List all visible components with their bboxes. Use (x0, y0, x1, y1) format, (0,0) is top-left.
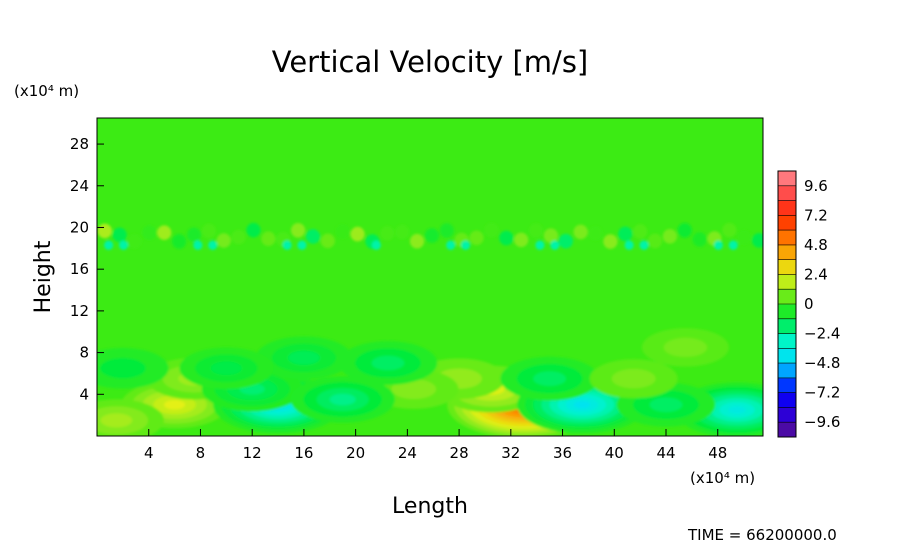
x-tick-label: 40 (605, 444, 624, 462)
x-axis-label: Length (392, 494, 468, 519)
heatmap-feature (500, 356, 599, 401)
colorbar-segment (778, 377, 796, 393)
colorbar-segment (778, 244, 796, 260)
x-axis-unit-label: (x10⁴ m) (690, 469, 755, 487)
colorbar-segment (778, 304, 796, 320)
y-tick-label: 4 (79, 385, 89, 403)
colorbar-segment (778, 274, 796, 290)
y-tick-label: 28 (70, 135, 89, 153)
colorbar-segment (778, 171, 796, 187)
colorbar-tick-label: −4.8 (804, 354, 840, 372)
heatmap-feature (641, 328, 729, 367)
colorbar-segment (778, 363, 796, 379)
colorbar-tick-label: 2.4 (804, 265, 828, 283)
colorbar-segment (778, 289, 796, 305)
colorbar-tick-label: −7.2 (804, 384, 840, 402)
colorbar-tick-label: 4.8 (804, 236, 828, 254)
heatmap-feature (97, 347, 169, 389)
time-label: TIME = 66200000.0 (687, 526, 837, 544)
colorbar-segment (778, 407, 796, 423)
colorbar-tick-label: 7.2 (804, 206, 828, 224)
chart-title: Vertical Velocity [m/s] (272, 45, 589, 79)
heatmap-feature (338, 341, 438, 385)
colorbar-tick-label: −9.6 (804, 413, 840, 431)
x-axis-ticks: 4 8 12 16 20 24 28 32 36 40 44 48 (144, 429, 727, 462)
y-axis-label: Height (31, 240, 56, 313)
x-tick-label: 44 (656, 444, 675, 462)
heatmap-feature (255, 336, 353, 380)
y-axis-ticks: 4 8 12 16 20 24 28 (70, 135, 104, 403)
heatmap-field (97, 118, 763, 436)
colorbar-segment (778, 259, 796, 275)
colorbar-segment (778, 200, 796, 216)
colorbar-segment (778, 422, 796, 438)
colorbar-segment (778, 348, 796, 364)
x-tick-label: 4 (144, 444, 154, 462)
colorbar-tick-label: 0 (804, 295, 814, 313)
x-tick-label: 8 (196, 444, 206, 462)
colorbar-segment (778, 333, 796, 349)
x-tick-label: 24 (398, 444, 417, 462)
x-tick-label: 12 (243, 444, 262, 462)
y-tick-label: 8 (79, 344, 89, 362)
plot-frame (96, 117, 764, 437)
x-tick-label: 48 (708, 444, 727, 462)
colorbar-tick-label: 9.6 (804, 177, 828, 195)
y-tick-label: 12 (70, 302, 89, 320)
y-tick-label: 24 (70, 177, 89, 195)
colorbar: 9.6 7.2 4.8 2.4 0 −2.4 −4.8 −7.2 −9.6 (777, 170, 840, 438)
x-tick-label: 20 (346, 444, 365, 462)
colorbar-segment (778, 230, 796, 246)
heatmap-feature (179, 347, 274, 390)
x-tick-label: 16 (294, 444, 313, 462)
colorbar-segment (778, 392, 796, 408)
y-axis-unit-label: (x10⁴ m) (14, 82, 79, 100)
x-tick-label: 28 (450, 444, 469, 462)
heatmap-feature (290, 376, 395, 423)
y-tick-label: 16 (70, 260, 89, 278)
x-tick-label: 36 (553, 444, 572, 462)
perturbation-band (97, 222, 763, 250)
heatmap-feature (97, 399, 164, 436)
colorbar-segment (778, 215, 796, 231)
colorbar-segment (778, 318, 796, 334)
colorbar-tick-label: −2.4 (804, 325, 840, 343)
colorbar-segment (778, 185, 796, 201)
x-tick-label: 32 (501, 444, 520, 462)
heatmap-feature (589, 359, 678, 399)
y-tick-label: 20 (70, 218, 89, 236)
